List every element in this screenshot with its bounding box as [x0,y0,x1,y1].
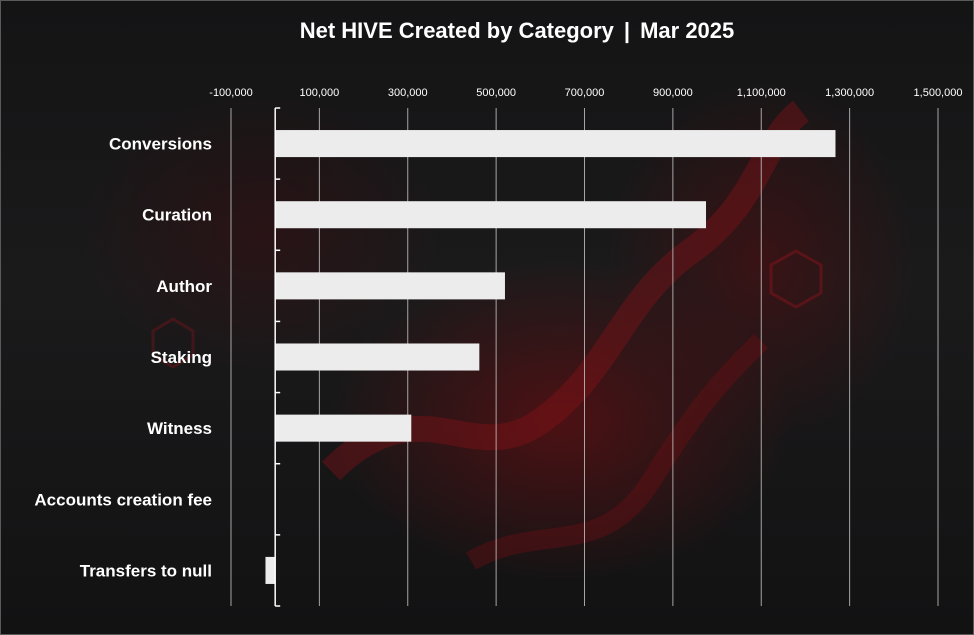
decor-ribbon [466,333,769,570]
category-label: Author [156,277,212,296]
category-label: Conversions [109,135,212,154]
chart-title: Net HIVE Created by Category | Mar 2025 [300,18,735,43]
bar [275,201,707,229]
x-tick-label: 500,000 [476,87,516,99]
bars [265,130,836,584]
decor-hexagon [769,249,823,309]
chart-title-main: Net HIVE Created by Category [300,18,615,43]
category-label: Staking [151,348,212,367]
x-tick-label: -100,000 [209,87,252,99]
bar [265,556,276,584]
x-tick-label: 300,000 [388,87,428,99]
bar [275,343,480,371]
category-label: Curation [142,206,212,225]
title-separator: | [624,18,630,43]
category-label: Transfers to null [80,561,212,580]
bar [275,272,505,300]
bar [275,130,836,158]
chart-subtitle: Mar 2025 [640,18,734,43]
x-tick-label: 900,000 [653,87,693,99]
decor-ribbon [321,100,810,481]
x-tick-label: 1,100,000 [737,87,786,99]
category-labels: Conversions Curation Author Staking Witness A… [34,135,212,581]
x-tick-label: 100,000 [299,87,339,99]
decor-hexagon [151,317,195,369]
category-label: Witness [147,419,212,438]
y-axis [274,107,281,607]
x-tick-label: 700,000 [565,87,605,99]
x-tick-labels: -100,000 100,000 300,000 500,000 700,000 900,… [209,87,962,99]
x-tick-label: 1,500,000 [914,87,963,99]
background-decoration [151,100,823,570]
bar [275,414,412,442]
x-tick-label: 1,300,000 [825,87,874,99]
category-label: Accounts creation fee [34,490,212,509]
